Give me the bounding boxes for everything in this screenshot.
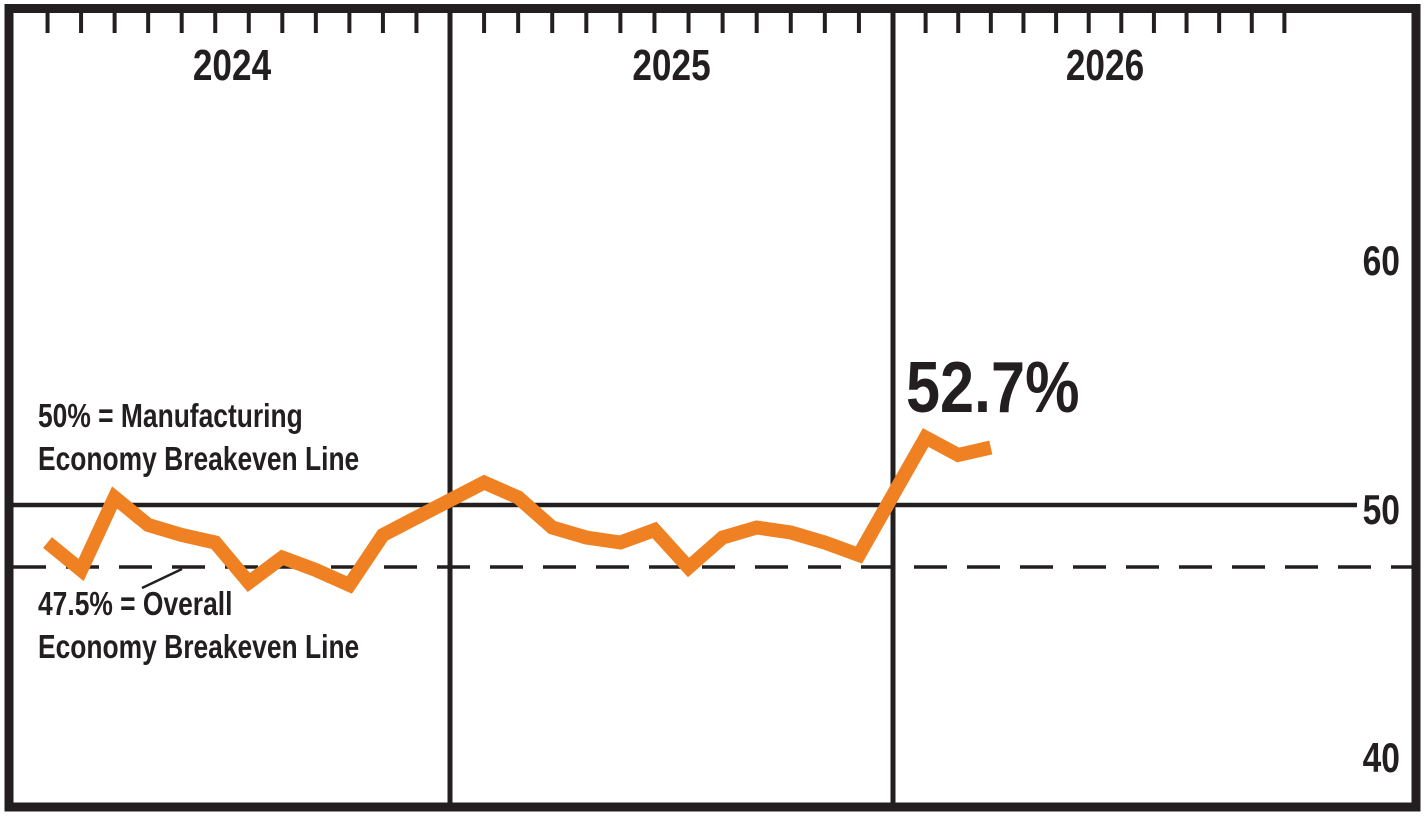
manufacturing-breakeven-text-line1: 50% = Manufacturing — [38, 398, 303, 434]
y-axis-label-60: 60 — [1363, 239, 1400, 285]
latest-value-text: 52.7% — [906, 348, 1079, 428]
chart-border — [4, 4, 1421, 812]
y-axis-labels: 60 50 40 — [1363, 239, 1400, 782]
year-label: 2026 — [1066, 41, 1144, 90]
overall-breakeven-annotation: 47.5% = Overall Economy Breakeven Line — [38, 586, 359, 665]
overall-breakeven-text-line2: Economy Breakeven Line — [38, 629, 359, 665]
year-labels: 2024 2025 2026 — [193, 41, 1144, 90]
pmi-series-line — [43, 428, 993, 594]
year-dividers — [447, 13, 896, 803]
y-axis-label-50: 50 — [1363, 488, 1400, 534]
manufacturing-breakeven-text-line2: Economy Breakeven Line — [38, 441, 359, 477]
year-label: 2025 — [632, 41, 710, 90]
month-ticks — [45, 13, 1287, 33]
overall-breakeven-text-line1: 47.5% = Overall — [38, 586, 232, 622]
manufacturing-breakeven-annotation: 50% = Manufacturing Economy Breakeven Li… — [38, 398, 359, 477]
callout-pointer-line — [141, 567, 183, 590]
latest-value-label: 52.7% — [906, 348, 1079, 428]
y-axis-label-40: 40 — [1363, 736, 1400, 782]
year-label: 2024 — [193, 41, 271, 90]
